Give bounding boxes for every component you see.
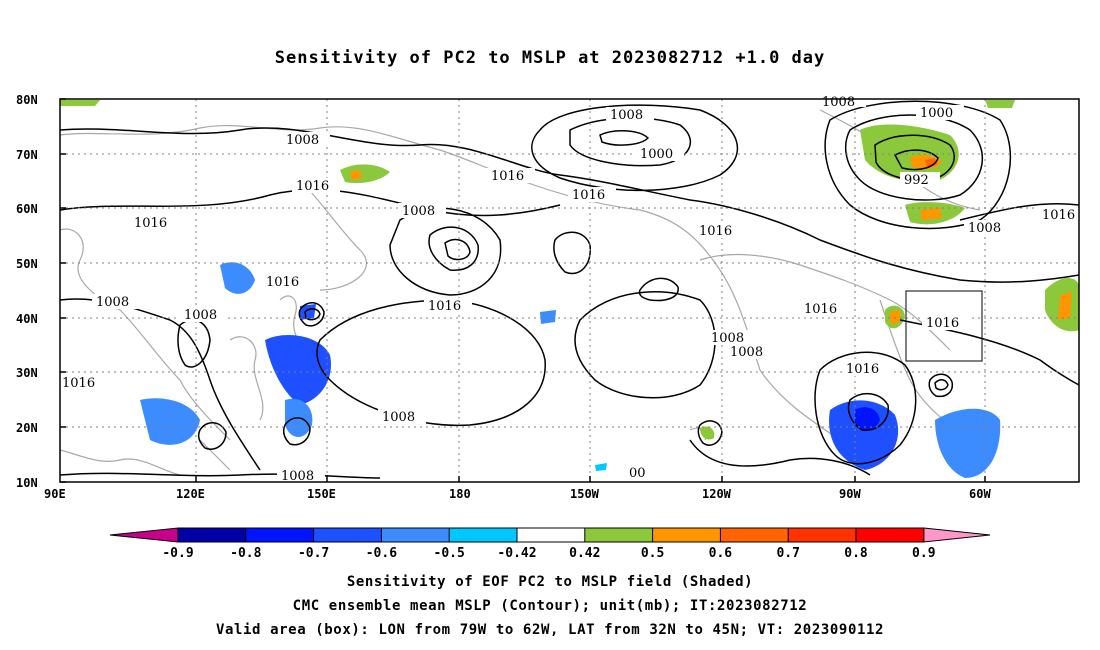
lat-label: 20N xyxy=(16,421,38,435)
colorbar-tick: 0.6 xyxy=(709,546,733,561)
shade-dark-blue xyxy=(855,407,880,431)
colorbar-min-arrow xyxy=(110,528,178,542)
lon-label: 180 xyxy=(449,487,471,501)
caption-shaded: Sensitivity of EOF PC2 to MSLP field (Sh… xyxy=(346,574,754,590)
contour-label: 1016 xyxy=(266,275,299,290)
valid-area-box xyxy=(905,290,983,362)
lon-label: 90E xyxy=(44,487,66,501)
longitude-labels: 90E 120E 150E 180 150W 120W 90W 60W xyxy=(44,487,991,501)
lat-label: 60N xyxy=(16,202,38,216)
contour-label: 1016 xyxy=(1042,208,1075,223)
contour-label: 1016 xyxy=(699,224,732,239)
latitude-labels: 80N 70N 60N 50N 40N 30N 20N 10N xyxy=(16,93,38,490)
colorbar-tick: 0.9 xyxy=(912,546,935,561)
contour-label: 1016 xyxy=(428,299,461,314)
contour-label: 00 xyxy=(629,466,646,481)
axis-ticks xyxy=(60,98,986,483)
shade-blue xyxy=(829,400,899,470)
shade-green xyxy=(700,426,715,440)
shade-blue xyxy=(265,335,331,405)
lat-label: 50N xyxy=(16,257,38,271)
contour-label: 1008 xyxy=(281,469,314,484)
colorbar-tick: 0.8 xyxy=(844,546,868,561)
shade-light-blue xyxy=(595,463,607,471)
colorbar-tick: -0.8 xyxy=(230,546,261,561)
colorbar-bin xyxy=(313,528,382,542)
contour-label: 1008 xyxy=(382,410,415,425)
colorbar-tick: 0.42 xyxy=(569,546,600,561)
shade-green xyxy=(985,100,1015,108)
lon-label: 150E xyxy=(307,487,336,501)
lat-label: 10N xyxy=(16,476,38,490)
contour-label: 1000 xyxy=(640,147,673,162)
map-frame xyxy=(59,98,1080,483)
contour-label: 1008 xyxy=(184,308,217,323)
colorbar-bin xyxy=(178,528,246,542)
contour-label: 1016 xyxy=(491,169,524,184)
colorbar-bin xyxy=(584,528,653,542)
contour-label: 1016 xyxy=(804,302,837,317)
shade-blue xyxy=(220,262,255,294)
colorbar-tick: 0.7 xyxy=(776,546,799,561)
contour-label: 1008 xyxy=(610,108,643,123)
colorbar-bin xyxy=(788,528,856,542)
contour-label: 1016 xyxy=(926,316,959,331)
shade-orange xyxy=(1058,292,1072,320)
lat-label: 30N xyxy=(16,366,38,380)
shade-blue xyxy=(540,310,556,324)
lat-label: 40N xyxy=(16,312,38,326)
contour-label: 1016 xyxy=(846,362,879,377)
contour-label: 992 xyxy=(904,173,929,188)
lat-label: 80N xyxy=(16,93,38,107)
colorbar-tick: -0.5 xyxy=(434,546,465,561)
shade-blue xyxy=(935,408,1001,478)
caption-contour: CMC ensemble mean MSLP (Contour); unit(m… xyxy=(292,598,808,614)
colorbar-bin xyxy=(245,528,314,542)
caption-valid-area: Valid area (box): LON from 79W to 62W, L… xyxy=(215,622,885,638)
colorbar-bin xyxy=(517,528,585,542)
contour-labels: 1008 1008 1008 1000 1000 992 1016 1016 1… xyxy=(60,95,1079,484)
shade-light-blue xyxy=(140,398,200,445)
colorbar-bin xyxy=(720,528,789,542)
contour-label: 1000 xyxy=(920,106,953,121)
colorbar-ticks: -0.9 -0.8 -0.7 -0.6 -0.5 -0.42 0.42 0.5 … xyxy=(162,546,935,561)
colorbar-bin xyxy=(381,528,450,542)
contour-label: 1016 xyxy=(62,376,95,391)
contour-label: 1016 xyxy=(134,216,167,231)
lon-label: 90W xyxy=(839,487,861,501)
colorbar-tick: -0.7 xyxy=(298,546,329,561)
colorbar-tick: 0.5 xyxy=(641,546,664,561)
contour-label: 1016 xyxy=(296,179,329,194)
lon-label: 120W xyxy=(702,487,732,501)
colorbar-tick: -0.6 xyxy=(366,546,397,561)
figure-title: Sensitivity of PC2 to MSLP at 2023082712… xyxy=(274,48,826,68)
contour-label: 1008 xyxy=(96,295,129,310)
lon-label: 60W xyxy=(969,487,991,501)
shade-orange xyxy=(920,208,942,220)
lon-label: 120E xyxy=(176,487,205,501)
contour-label: 1008 xyxy=(968,221,1001,236)
contour-label: 1008 xyxy=(730,345,763,360)
contour-label: 1008 xyxy=(286,133,319,148)
shade-orange xyxy=(350,170,362,180)
shade-blue xyxy=(300,304,316,320)
colorbar-tick: -0.9 xyxy=(162,546,193,561)
colorbar-tick: -0.42 xyxy=(497,546,536,561)
colorbar-outlines xyxy=(109,527,991,543)
colorbar-max-arrow xyxy=(923,528,990,542)
shade-orange xyxy=(890,310,900,324)
colorbar-bin xyxy=(652,528,721,542)
contour-label: 1008 xyxy=(402,204,435,219)
grid-lines xyxy=(60,99,1079,482)
contour-label: 1016 xyxy=(572,188,605,203)
shade-green xyxy=(60,100,100,106)
lon-label: 150W xyxy=(570,487,600,501)
colorbar-bin xyxy=(449,528,517,542)
colorbar-bin xyxy=(856,528,924,542)
lat-label: 70N xyxy=(16,148,38,162)
contour-label: 1008 xyxy=(711,331,744,346)
